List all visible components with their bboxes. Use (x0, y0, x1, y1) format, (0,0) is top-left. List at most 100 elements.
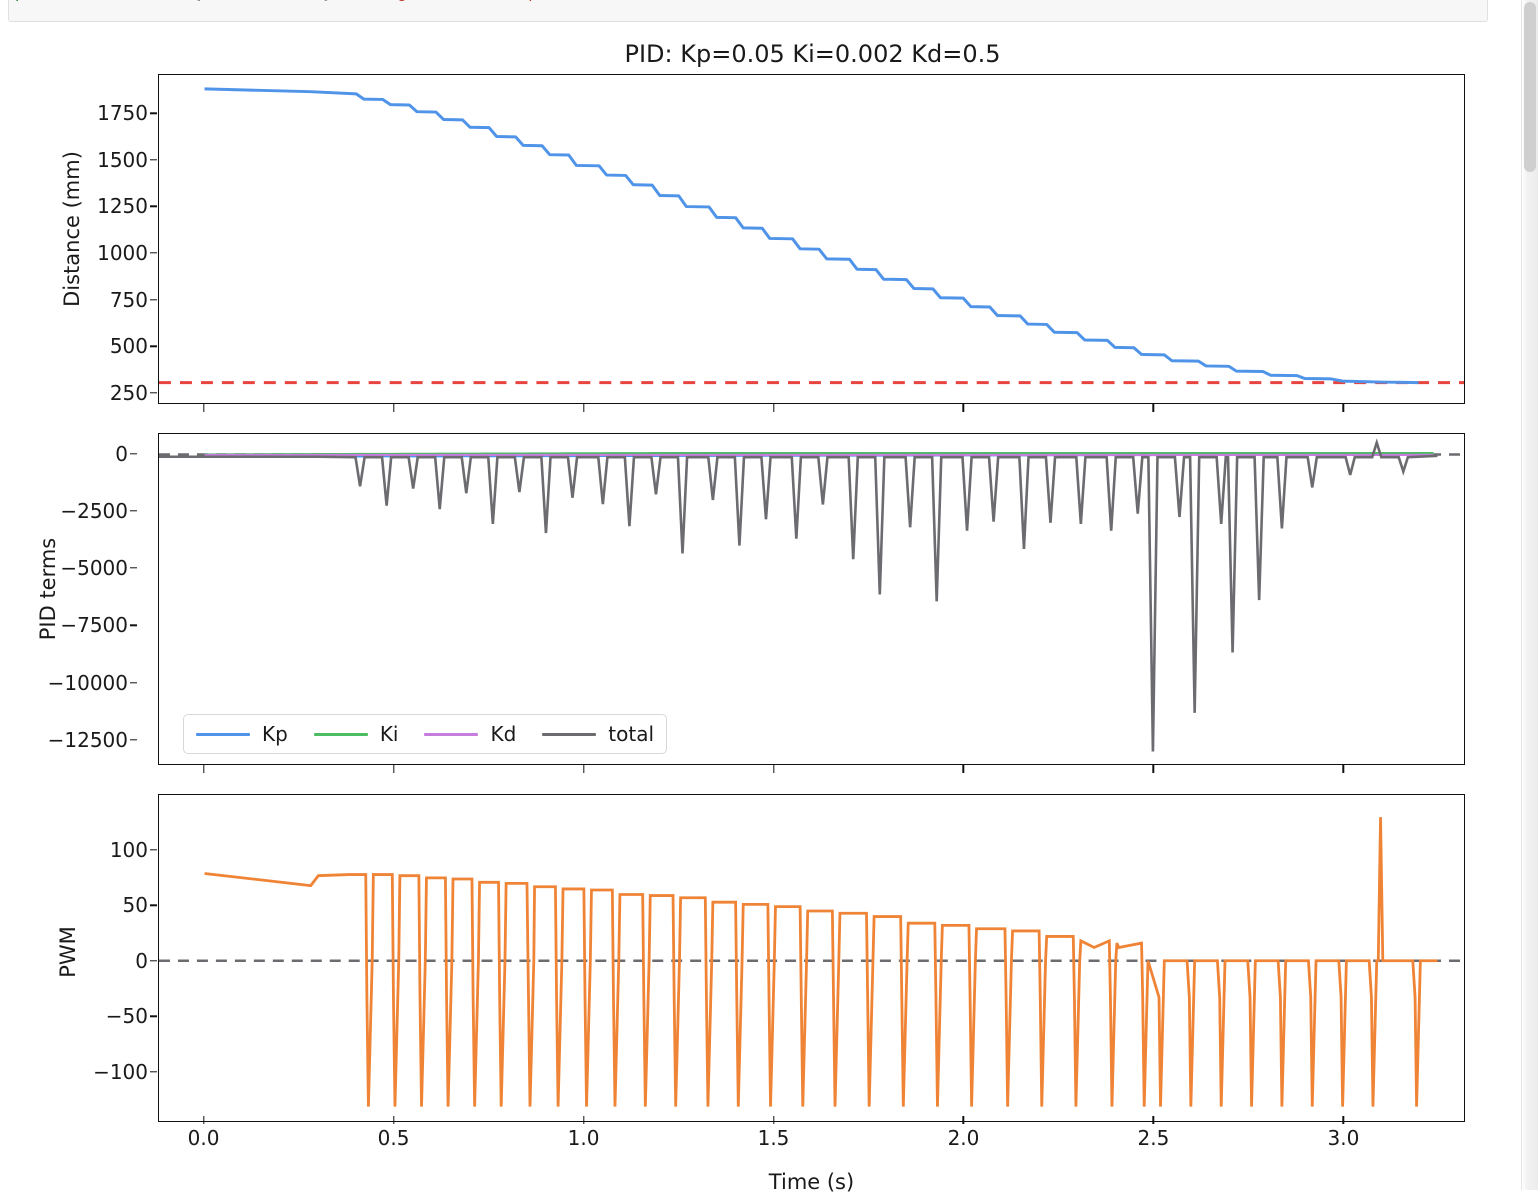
ytick-label: −7500 (60, 613, 128, 638)
matplotlib-figure: PID: Kp=0.05 Ki=0.002 Kd=0.5 250 500 750 10… (0, 22, 1500, 1194)
ytick-mark (150, 159, 157, 161)
ytick-label: 250 (109, 380, 148, 405)
xtick-label: 0.5 (377, 1126, 410, 1150)
ytick-mark (150, 112, 157, 114)
distance-ylabel: Distance (mm) (60, 151, 84, 307)
legend-swatch (424, 732, 479, 736)
vertical-scrollbar[interactable] (1521, 0, 1538, 1190)
pid-terms-ytick-labels: 0 −2500 −5000 −7500 −10000 −12500 (8, 433, 137, 765)
ytick-mark (150, 904, 157, 906)
ytick-mark (130, 681, 137, 684)
legend-item[interactable]: Kp (196, 722, 288, 746)
distance-axes (158, 74, 1465, 404)
code-line: print(f"overshoot: {overshoot:.0f} mm (n… (15, 0, 640, 2)
xtick-mark (1342, 765, 1345, 773)
ytick-mark (150, 848, 157, 851)
ytick-label: −50 (105, 1004, 148, 1029)
xtick-mark (1152, 765, 1155, 773)
xtick-mark (202, 765, 205, 773)
xtick-mark (582, 765, 585, 773)
ytick-mark (150, 345, 157, 347)
ytick-mark (150, 1015, 157, 1018)
legend-item[interactable]: Kd (424, 722, 516, 746)
xtick-mark (202, 404, 205, 412)
ytick-label: 1250 (97, 194, 148, 219)
pwm-axes (158, 794, 1465, 1122)
ytick-mark (130, 452, 137, 455)
xtick-mark (962, 765, 965, 773)
code-token-brace-close: } (323, 0, 332, 2)
ytick-label: −12500 (47, 727, 128, 752)
ytick-mark (150, 960, 157, 962)
code-token-paren-close: ) (631, 0, 640, 2)
pid-legend: Kp Ki Kd total (183, 714, 668, 754)
pwm-ytick-labels: 100 50 0 −50 −100 (28, 794, 157, 1122)
ytick-label: 1750 (97, 101, 148, 126)
xtick-mark (962, 404, 965, 412)
legend-item[interactable]: total (542, 722, 654, 746)
ytick-label: 50 (122, 893, 148, 918)
ytick-label: 100 (109, 837, 148, 862)
xtick-mark (1342, 1116, 1345, 1124)
code-token-units: mm (332, 0, 369, 2)
legend-item[interactable]: Ki (313, 722, 399, 746)
code-token-function: print( (15, 0, 71, 2)
xlabel: Time (s) (768, 1170, 855, 1194)
distance-ytick-labels: 250 500 750 1000 1250 1500 1750 (28, 74, 157, 405)
ytick-mark (150, 252, 157, 254)
legend-swatch (313, 732, 368, 736)
ytick-label: −5000 (60, 556, 128, 581)
xtick-mark (962, 1116, 965, 1124)
distance-line (204, 87, 1419, 385)
legend-label: Ki (379, 722, 399, 746)
code-token-string-tail: (negative = went past wall)" (370, 0, 631, 2)
ytick-label: −100 (93, 1059, 148, 1084)
xtick-label: 3.0 (1327, 1126, 1360, 1150)
xtick-mark (582, 1116, 585, 1124)
xtick-mark (1342, 404, 1345, 412)
xtick-label: 2.0 (947, 1126, 980, 1150)
pwm-line (204, 817, 1438, 1107)
ytick-mark (130, 739, 137, 741)
legend-label: Kp (262, 722, 288, 746)
xtick-mark (772, 1116, 775, 1124)
ytick-label: 1500 (97, 147, 148, 172)
ytick-label: 1000 (97, 240, 148, 265)
time-axis-ticks: 0.0 0.5 1.0 1.5 2.0 2.5 3.0 (158, 1116, 1465, 1156)
xtick-mark (1152, 1116, 1155, 1124)
xtick-label: 1.5 (757, 1126, 790, 1150)
xtick-mark (392, 765, 395, 773)
xtick-mark (772, 404, 775, 412)
xtick-mark (392, 404, 395, 412)
legend-swatch (542, 732, 597, 736)
ytick-label: −2500 (60, 498, 128, 523)
pwm-ylabel: PWM (56, 926, 80, 978)
pid-total-line (159, 438, 1438, 752)
ytick-mark (150, 205, 157, 208)
figure-title: PID: Kp=0.05 Ki=0.002 Kd=0.5 (624, 40, 1001, 68)
xtick-mark (392, 1116, 395, 1124)
ytick-mark (150, 298, 157, 301)
ytick-mark (150, 392, 157, 394)
xtick-label: 1.0 (567, 1126, 600, 1150)
ytick-label: 500 (109, 334, 148, 359)
ytick-label: 750 (109, 287, 148, 312)
legend-label: total (608, 722, 655, 746)
ytick-mark (130, 624, 137, 627)
code-token-format-spec: .0f (295, 0, 323, 2)
xtick-mark (582, 404, 585, 412)
pid-terms-axes: Kp Ki Kd total (158, 433, 1465, 765)
ytick-label: −10000 (47, 670, 128, 695)
xtick-label: 2.5 (1137, 1126, 1170, 1150)
ytick-mark (130, 510, 137, 512)
code-token-string-open: f"overshoot: (71, 0, 192, 2)
ytick-label: 0 (115, 441, 128, 466)
ytick-mark (150, 1071, 157, 1073)
code-cell[interactable]: print(f"overshoot: {overshoot:.0f} mm (n… (8, 0, 1488, 22)
xtick-mark (772, 765, 775, 773)
legend-swatch (196, 732, 250, 736)
xtick-mark (1152, 404, 1155, 412)
scrollbar-thumb[interactable] (1524, 2, 1536, 172)
pid-terms-ylabel: PID terms (36, 537, 60, 641)
